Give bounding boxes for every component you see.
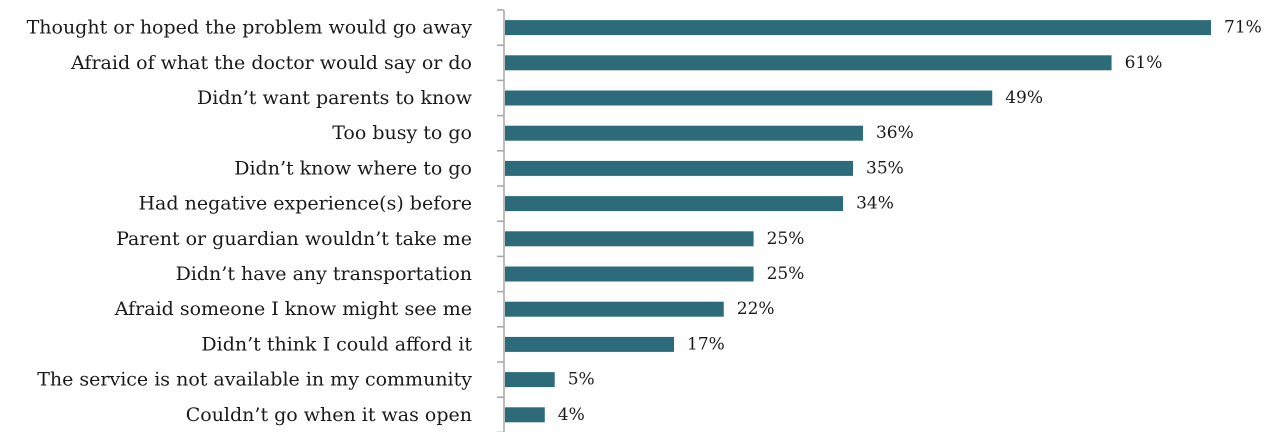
value-label: 17%	[687, 334, 725, 354]
category-labels: Thought or hoped the problem would go aw…	[27, 17, 473, 426]
bar	[505, 301, 724, 317]
bar	[505, 407, 545, 423]
value-label: 4%	[558, 405, 585, 425]
bar	[505, 90, 993, 106]
value-label: 35%	[866, 158, 904, 178]
value-label: 22%	[737, 299, 775, 319]
value-label: 25%	[767, 264, 805, 284]
category-label: Couldn’t go when it was open	[186, 404, 472, 426]
value-label: 71%	[1224, 18, 1262, 38]
category-label: The service is not available in my commu…	[37, 369, 472, 391]
bars	[505, 20, 1211, 423]
value-label: 36%	[876, 123, 914, 143]
bar	[505, 125, 863, 141]
bar	[505, 231, 754, 247]
category-label: Didn’t know where to go	[234, 157, 472, 179]
bar	[505, 160, 854, 176]
value-label: 49%	[1005, 88, 1043, 108]
category-label: Didn’t have any transportation	[176, 263, 472, 285]
category-label: Thought or hoped the problem would go aw…	[27, 17, 473, 39]
value-label: 5%	[568, 370, 595, 390]
bar	[505, 266, 754, 282]
bar	[505, 55, 1112, 71]
y-axis	[497, 9, 505, 432]
category-label: Didn’t want parents to know	[197, 87, 473, 109]
category-label: Didn’t think I could afford it	[201, 333, 472, 355]
category-label: Parent or guardian wouldn’t take me	[116, 228, 472, 250]
bar	[505, 372, 555, 388]
category-label: Afraid of what the doctor would say or d…	[70, 52, 472, 74]
value-labels: 71% 61% 49% 36% 35% 34% 25% 25% 22% 17% 5% 4%	[558, 18, 1262, 425]
category-label: Afraid someone I know might see me	[114, 298, 472, 320]
category-label: Had negative experience(s) before	[138, 193, 472, 215]
value-label: 34%	[856, 194, 894, 214]
bar	[505, 20, 1211, 36]
bar	[505, 196, 844, 212]
value-label: 61%	[1125, 53, 1163, 73]
value-label: 25%	[767, 229, 805, 249]
bar	[505, 336, 675, 352]
category-label: Too busy to go	[332, 122, 472, 144]
